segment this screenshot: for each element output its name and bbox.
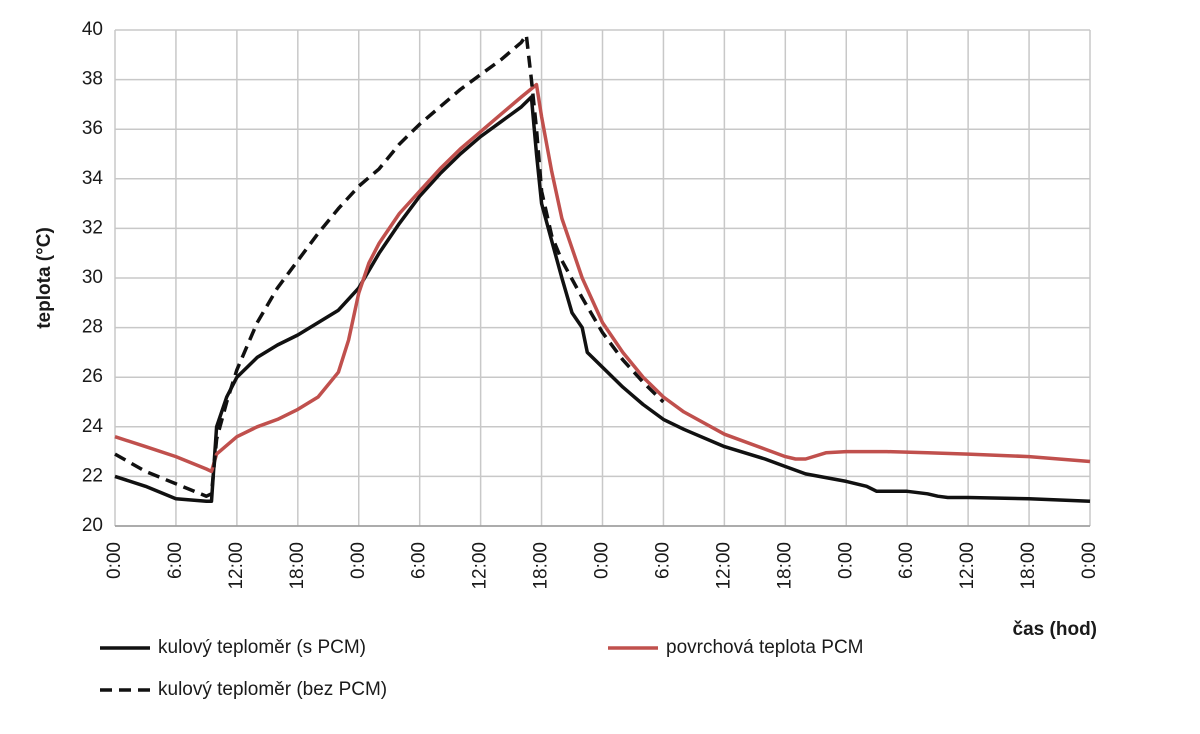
- line-series: [114, 82, 1091, 474]
- x-tick-label: 6:00: [896, 542, 917, 579]
- y-tick-label: 24: [82, 416, 104, 437]
- y-tick-label: 32: [82, 217, 103, 238]
- x-tick-label: 0:00: [348, 542, 369, 579]
- y-tick-label: 22: [82, 465, 103, 486]
- x-tick-label: 18:00: [287, 542, 308, 590]
- y-axis-title: teplota (°C): [34, 227, 55, 329]
- x-tick-label: 18:00: [1018, 542, 1039, 590]
- y-tick-label: 38: [82, 69, 103, 90]
- x-tick-label: 0:00: [104, 542, 125, 579]
- x-tick-label: 12:00: [957, 542, 978, 590]
- line-series: [114, 33, 665, 498]
- x-tick-label: 6:00: [652, 542, 673, 579]
- legend-label: kulový teploměr (s PCM): [158, 637, 366, 658]
- y-tick-label: 36: [82, 118, 103, 139]
- x-tick-label: 18:00: [531, 542, 552, 590]
- x-tick-label: 12:00: [470, 542, 491, 590]
- legend-label: povrchová teplota PCM: [666, 637, 864, 658]
- x-tick-label: 12:00: [226, 542, 247, 590]
- x-tick-label: 0:00: [592, 542, 613, 579]
- y-tick-label: 34: [82, 168, 104, 189]
- y-tick-label: 26: [82, 366, 103, 387]
- legend-label: kulový teploměr (bez PCM): [158, 679, 387, 700]
- x-tick-label: 0:00: [835, 542, 856, 579]
- y-tick-label: 30: [82, 267, 103, 288]
- x-tick-label: 0:00: [1079, 542, 1100, 579]
- x-tick-label: 6:00: [409, 542, 430, 579]
- x-tick-label: 18:00: [774, 542, 795, 590]
- x-tick-label: 6:00: [165, 542, 186, 579]
- y-tick-label: 28: [82, 317, 103, 338]
- x-tick-label: 12:00: [713, 542, 734, 590]
- x-axis-title: čas (hod): [1013, 619, 1097, 640]
- y-tick-label: 40: [82, 19, 103, 40]
- line-series: [114, 95, 1091, 503]
- y-tick-label: 20: [82, 515, 103, 536]
